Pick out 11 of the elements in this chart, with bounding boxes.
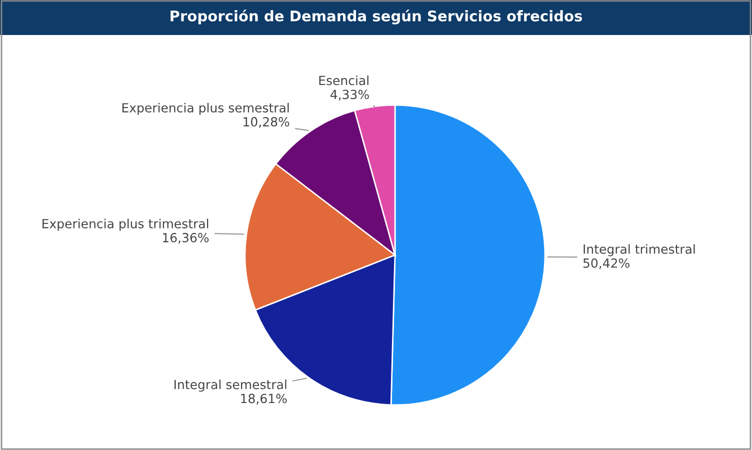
data-label: 18,61% bbox=[241, 394, 287, 404]
slice-label: Experiencia plus trimestral bbox=[42, 218, 208, 231]
slice-label: Integral trimestral bbox=[584, 244, 695, 256]
slice-label: Experiencia plus semestral bbox=[122, 102, 289, 115]
data-label: 50,42% bbox=[583, 258, 630, 270]
data-label: 10,28% bbox=[244, 117, 290, 128]
data-label: 16,36% bbox=[163, 232, 209, 244]
slice-label: Integral semestral bbox=[174, 380, 286, 392]
slice-label: Esencial bbox=[319, 76, 368, 86]
chart-title: Proporción de Demanda según Servicios ofrecidos bbox=[170, 10, 582, 24]
data-label: 4,33% bbox=[330, 90, 369, 100]
